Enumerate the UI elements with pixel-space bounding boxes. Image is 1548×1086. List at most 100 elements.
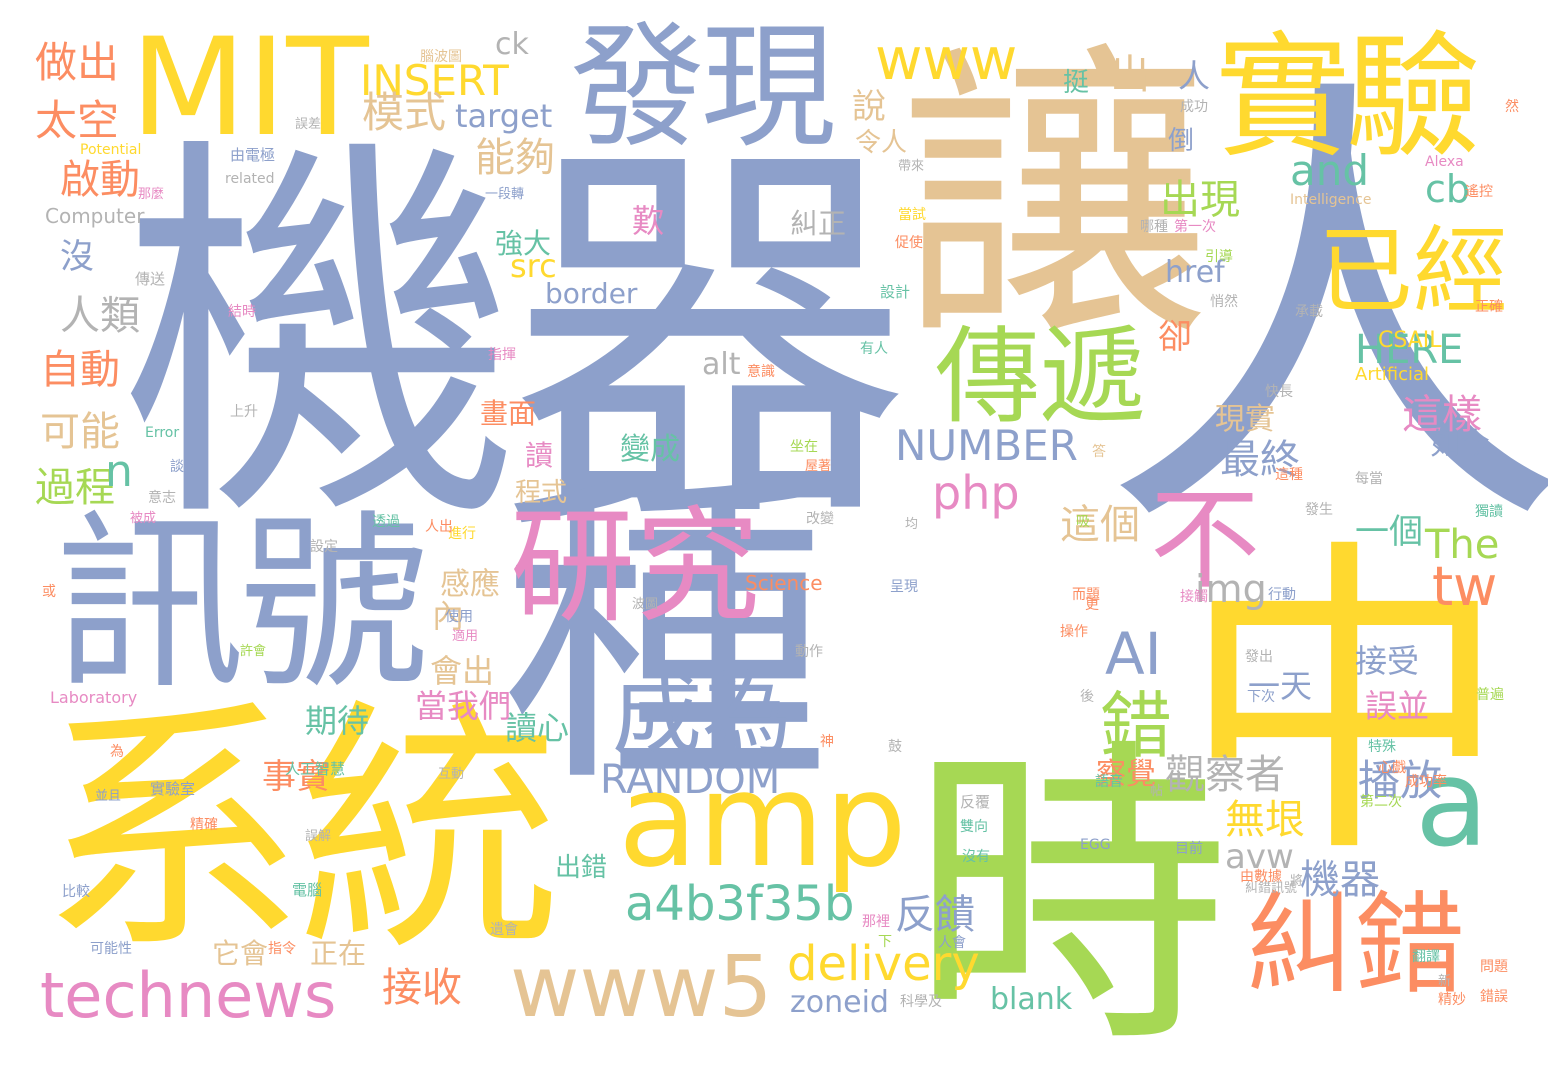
word: href [1165,255,1225,290]
word: 出錯 [555,853,608,883]
word: 觀察者 [1165,752,1285,798]
word: 改變 [806,511,834,527]
word: technews [40,959,337,1032]
word: 察覺 [1096,757,1156,792]
word: 為 [110,744,124,760]
word: 發生 [1305,502,1333,518]
word: 播放 [1358,756,1443,805]
word: 引導 [1205,249,1233,265]
word: 感應 [440,567,500,602]
word: 科學及 [900,994,942,1010]
word: 呈現 [890,579,918,595]
word: 答 [1092,444,1106,460]
word: 人 [1178,57,1211,95]
word: 坐在 [790,439,818,455]
word: 後 [1080,689,1094,705]
word: 它會 [212,937,269,970]
word: 心戲 [1378,760,1406,776]
word: 將 [1290,874,1304,889]
word: 無垠 [1225,797,1305,843]
word: 意志 [148,490,176,506]
word: 內 [432,597,465,635]
word: 誤並 [1365,687,1430,725]
word: Laboratory [50,688,138,707]
word: 正在 [310,937,367,970]
word: 設計 [880,283,911,301]
word: 誤解 [305,829,332,844]
word: 可能性 [90,941,132,957]
word: 帖 [1150,784,1164,799]
word: blank [990,982,1073,1017]
word: 過程 [35,465,115,511]
word: MIT [130,9,369,166]
word: 吸 [1076,514,1090,530]
word: 促使 [895,235,923,251]
word: 糾正 [790,207,847,240]
word: zoneid [790,985,889,1020]
word: 糾錯 [1245,881,1465,1009]
word: 變成 [620,432,680,467]
word: 人類 [60,293,140,339]
word: 並且 [95,789,122,804]
word: 進行 [448,526,476,542]
word: amp [618,744,907,896]
word: 實驗 [1215,19,1481,176]
word: cb [1425,167,1471,211]
word: 指令 [268,941,296,957]
word: 指揮 [488,347,516,363]
word: alt [702,347,741,382]
word: 卻 [1158,317,1192,357]
word: Intelligence [1290,192,1372,208]
word: 承載 [1295,304,1323,320]
word: 精妙 [1438,992,1466,1008]
word: 精確 [190,817,218,833]
word: 設定 [310,539,338,555]
word: 實驗室 [150,780,196,798]
word: HERE [1355,327,1464,373]
word: 意識 [747,364,775,380]
word: 那麼 [138,187,165,202]
word: 適用 [452,629,479,644]
word: 由電極 [230,146,276,164]
word: Alexa [1425,154,1464,170]
word: 沒 [60,237,94,277]
word: 讀心 [505,709,570,747]
word: 糾錯訊號 [1245,881,1298,896]
word: 哪種 [1140,219,1168,235]
word: 那裡 [862,914,890,930]
word: 當試 [898,207,926,223]
word: 令人 [855,128,908,158]
word: 人會 [938,935,966,951]
word: 第一次 [1174,219,1216,235]
word: 讀 [525,439,554,472]
word: 錯誤 [1480,989,1508,1005]
word: 成功 [1180,99,1208,115]
word: 挺 [1063,68,1090,98]
word: avw [1225,837,1294,877]
word: 可能 [40,409,120,455]
word: 或 [42,584,56,600]
word: 說 [852,87,886,127]
word: 太空 [35,96,120,145]
word: 人 [1100,41,1548,588]
word: 這個 [1060,502,1140,548]
word: 由數據 [1240,869,1282,885]
word: 動作 [795,644,823,660]
word: 發現 [570,9,836,166]
word: 期待 [305,702,370,740]
word: 出 [1110,52,1150,98]
word: 這種 [1275,467,1303,483]
word: 接受 [1355,642,1420,680]
word: 讓 [900,19,1210,380]
word: 倒 [1168,126,1195,156]
word: 電腦 [292,881,323,899]
word: 互動 [438,767,465,782]
word: www [875,25,1018,93]
word: 雙向 [960,819,988,835]
word: 接觸 [1180,589,1208,605]
word: 人工智慧 [285,760,346,778]
word: 談 [170,459,184,475]
word: 時 [910,714,1230,1086]
word: 腦波圖 [420,49,462,65]
word: 研究 [510,495,760,640]
